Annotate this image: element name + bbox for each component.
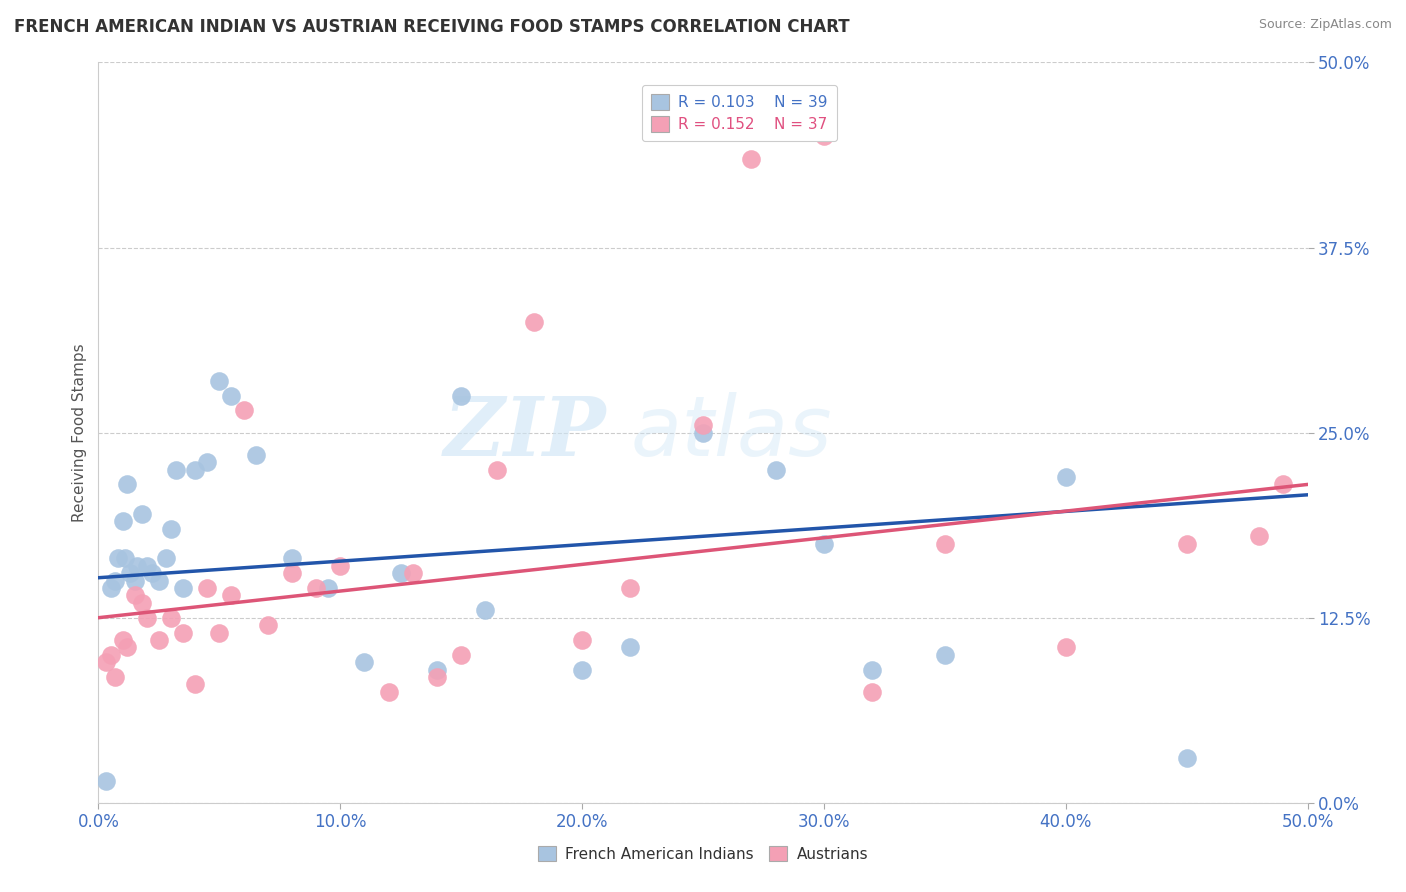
Point	[1054, 470, 1077, 484]
Point	[104, 670, 127, 684]
Point	[523, 314, 546, 328]
Point	[208, 625, 231, 640]
Point	[377, 685, 399, 699]
Point	[692, 418, 714, 433]
Point	[281, 566, 304, 581]
Point	[104, 574, 127, 588]
Text: Source: ZipAtlas.com: Source: ZipAtlas.com	[1258, 18, 1392, 31]
Point	[165, 462, 187, 476]
Point	[765, 462, 787, 476]
Point	[127, 558, 149, 573]
Text: atlas: atlas	[630, 392, 832, 473]
Point	[100, 581, 122, 595]
Point	[860, 663, 883, 677]
Point	[221, 388, 243, 402]
Point	[107, 551, 129, 566]
Point	[148, 574, 170, 588]
Point	[172, 581, 194, 595]
Legend: French American Indians, Austrians: French American Indians, Austrians	[530, 838, 876, 869]
Point	[1054, 640, 1077, 655]
Point	[353, 655, 375, 669]
Point	[426, 670, 449, 684]
Point	[232, 403, 254, 417]
Point	[184, 677, 207, 691]
Point	[114, 551, 136, 566]
Point	[245, 448, 267, 462]
Point	[172, 625, 194, 640]
Point	[124, 589, 146, 603]
Point	[94, 655, 117, 669]
Point	[619, 640, 641, 655]
Point	[221, 589, 243, 603]
Point	[117, 640, 139, 655]
Point	[195, 581, 218, 595]
Point	[124, 574, 146, 588]
Point	[860, 685, 883, 699]
Point	[117, 477, 139, 491]
Point	[111, 515, 134, 529]
Point	[256, 618, 278, 632]
Y-axis label: Receiving Food Stamps: Receiving Food Stamps	[72, 343, 87, 522]
Point	[571, 632, 593, 647]
Point	[450, 648, 472, 662]
Text: FRENCH AMERICAN INDIAN VS AUSTRIAN RECEIVING FOOD STAMPS CORRELATION CHART: FRENCH AMERICAN INDIAN VS AUSTRIAN RECEI…	[14, 18, 849, 36]
Point	[426, 663, 449, 677]
Point	[131, 507, 153, 521]
Point	[281, 551, 304, 566]
Point	[195, 455, 218, 469]
Point	[148, 632, 170, 647]
Point	[135, 558, 157, 573]
Point	[316, 581, 339, 595]
Point	[1175, 536, 1198, 550]
Point	[934, 536, 956, 550]
Point	[329, 558, 352, 573]
Point	[155, 551, 177, 566]
Point	[160, 610, 183, 624]
Point	[740, 152, 762, 166]
Point	[100, 648, 122, 662]
Point	[131, 596, 153, 610]
Point	[111, 632, 134, 647]
Point	[1272, 477, 1295, 491]
Point	[305, 581, 328, 595]
Point	[160, 522, 183, 536]
Point	[402, 566, 425, 581]
Point	[934, 648, 956, 662]
Point	[571, 663, 593, 677]
Point	[486, 462, 509, 476]
Point	[118, 566, 141, 581]
Point	[1175, 751, 1198, 765]
Point	[692, 425, 714, 440]
Point	[619, 581, 641, 595]
Point	[141, 566, 163, 581]
Point	[813, 129, 835, 144]
Point	[184, 462, 207, 476]
Point	[208, 374, 231, 388]
Point	[389, 566, 412, 581]
Point	[813, 536, 835, 550]
Point	[94, 773, 117, 788]
Point	[450, 388, 472, 402]
Text: ZIP: ZIP	[444, 392, 606, 473]
Point	[1249, 529, 1271, 543]
Point	[135, 610, 157, 624]
Point	[474, 603, 496, 617]
